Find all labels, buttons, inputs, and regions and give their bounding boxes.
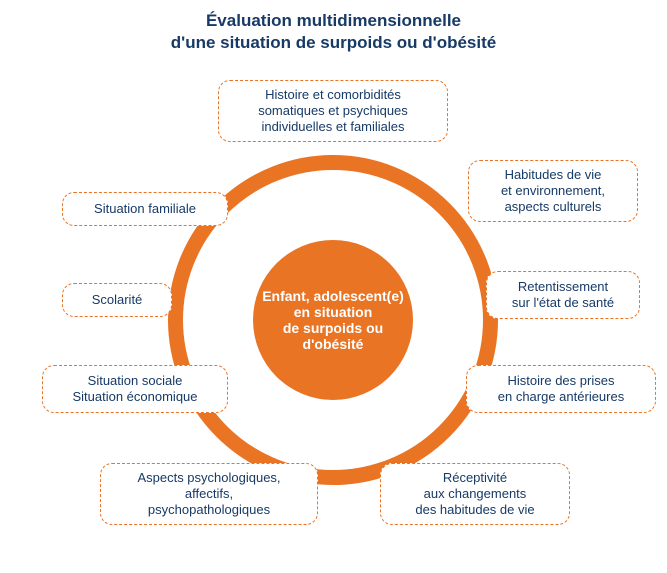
node-text: Habitudes de vieet environnement,aspects… (501, 167, 605, 216)
node-line: Histoire et comorbidités (265, 87, 401, 102)
title-line1: Évaluation multidimensionnelle (206, 11, 461, 30)
node-histoire-prises: Histoire des prisesen charge antérieures (466, 365, 656, 413)
node-line: Situation familiale (94, 201, 196, 216)
center-text: Enfant, adolescent(e) en situation de su… (262, 288, 404, 352)
node-text: Situation socialeSituation économique (72, 373, 197, 406)
node-situation-familiale: Situation familiale (62, 192, 228, 226)
diagram-title: Évaluation multidimensionnelle d'une sit… (0, 10, 667, 54)
center-circle: Enfant, adolescent(e) en situation de su… (253, 240, 413, 400)
node-situation-sociale: Situation socialeSituation économique (42, 365, 228, 413)
node-line: sur l'état de santé (512, 295, 614, 310)
node-aspects-psycho: Aspects psychologiques,affectifs,psychop… (100, 463, 318, 525)
node-line: et environnement, (501, 183, 605, 198)
node-line: Habitudes de vie (505, 167, 602, 182)
node-text: Réceptivitéaux changementsdes habitudes … (415, 470, 534, 519)
node-scolarite: Scolarité (62, 283, 172, 317)
center-line-0: Enfant, adolescent(e) (262, 288, 404, 304)
node-line: affectifs, (185, 486, 233, 501)
node-line: somatiques et psychiques (258, 103, 408, 118)
node-text: Histoire et comorbiditéssomatiques et ps… (258, 87, 408, 136)
node-text: Histoire des prisesen charge antérieures (498, 373, 624, 406)
node-line: aux changements (424, 486, 527, 501)
node-histoire-comorbidites: Histoire et comorbiditéssomatiques et ps… (218, 80, 448, 142)
node-line: Aspects psychologiques, (137, 470, 280, 485)
node-line: psychopathologiques (148, 502, 270, 517)
title-line2: d'une situation de surpoids ou d'obésité (171, 33, 496, 52)
node-line: en charge antérieures (498, 389, 624, 404)
node-line: individuelles et familiales (261, 119, 404, 134)
node-text: Situation familiale (94, 201, 196, 217)
node-text: Retentissementsur l'état de santé (512, 279, 614, 312)
node-habitudes-vie: Habitudes de vieet environnement,aspects… (468, 160, 638, 222)
node-line: Situation économique (72, 389, 197, 404)
node-line: Réceptivité (443, 470, 507, 485)
node-text: Aspects psychologiques,affectifs,psychop… (137, 470, 280, 519)
center-line-2: de surpoids ou (283, 320, 383, 336)
node-line: Retentissement (518, 279, 608, 294)
node-line: des habitudes de vie (415, 502, 534, 517)
center-line-3: d'obésité (303, 336, 364, 352)
node-line: aspects culturels (505, 199, 602, 214)
node-retentissement: Retentissementsur l'état de santé (486, 271, 640, 319)
node-line: Scolarité (92, 292, 143, 307)
node-receptivite: Réceptivitéaux changementsdes habitudes … (380, 463, 570, 525)
center-line-1: en situation (294, 304, 373, 320)
node-text: Scolarité (92, 292, 143, 308)
node-line: Situation sociale (88, 373, 183, 388)
node-line: Histoire des prises (508, 373, 615, 388)
